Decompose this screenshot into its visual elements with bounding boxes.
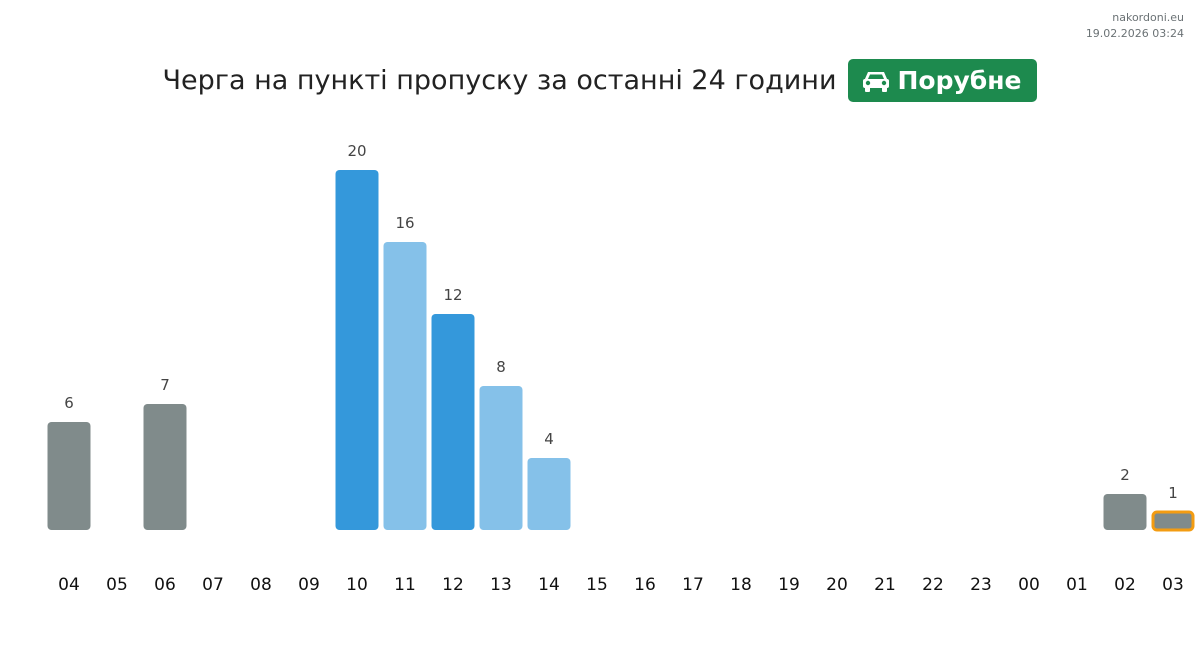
x-tick-label: 22 (922, 575, 944, 595)
x-tick-label: 08 (250, 575, 272, 595)
car-icon (862, 69, 890, 93)
x-tick-label: 09 (298, 575, 320, 595)
source-site: nakordoni.eu (1112, 11, 1184, 24)
x-tick-label: 01 (1066, 575, 1088, 595)
bar-value-label: 8 (496, 358, 506, 376)
source-datetime: 19.02.2026 03:24 (1085, 27, 1184, 40)
header: Черга на пункті пропуску за останні 24 г… (0, 59, 1200, 102)
source-info: nakordoni.eu 19.02.2026 03:24 (1086, 10, 1184, 42)
bar-value-label: 20 (347, 142, 366, 160)
x-tick-label: 17 (682, 575, 704, 595)
x-tick-label: 06 (154, 575, 176, 595)
x-tick-label: 10 (346, 575, 368, 595)
x-tick-label: 19 (778, 575, 800, 595)
bar (383, 242, 427, 530)
x-tick-label: 00 (1018, 575, 1040, 595)
x-tick-label: 04 (58, 575, 80, 595)
bar (47, 422, 91, 530)
bar (479, 386, 523, 530)
x-tick-label: 16 (634, 575, 656, 595)
bar-value-label: 1 (1168, 484, 1178, 502)
bar-value-label: 2 (1120, 466, 1130, 484)
x-tick-label: 23 (970, 575, 992, 595)
checkpoint-badge: Порубне (847, 59, 1038, 102)
x-tick-label: 15 (586, 575, 608, 595)
x-tick-label: 14 (538, 575, 560, 595)
x-tick-label: 18 (730, 575, 752, 595)
x-tick-label: 05 (106, 575, 128, 595)
bar-value-label: 7 (160, 376, 170, 394)
bar (1151, 510, 1195, 532)
bar (335, 170, 379, 530)
bar-value-label: 16 (395, 214, 414, 232)
x-tick-label: 02 (1114, 575, 1136, 595)
bar-value-label: 6 (64, 394, 74, 412)
x-tick-label: 13 (490, 575, 512, 595)
x-tick-label: 12 (442, 575, 464, 595)
bar (1103, 494, 1147, 530)
bar (431, 314, 475, 530)
x-tick-label: 07 (202, 575, 224, 595)
page-title: Черга на пункті пропуску за останні 24 г… (162, 65, 837, 96)
x-tick-label: 11 (394, 575, 416, 595)
bar-value-label: 4 (544, 430, 554, 448)
x-tick-label: 21 (874, 575, 896, 595)
bar-value-label: 12 (443, 286, 462, 304)
x-tick-label: 20 (826, 575, 848, 595)
bar (527, 458, 571, 530)
bar (143, 404, 187, 530)
checkpoint-name: Порубне (897, 66, 1022, 95)
x-tick-label: 03 (1162, 575, 1184, 595)
